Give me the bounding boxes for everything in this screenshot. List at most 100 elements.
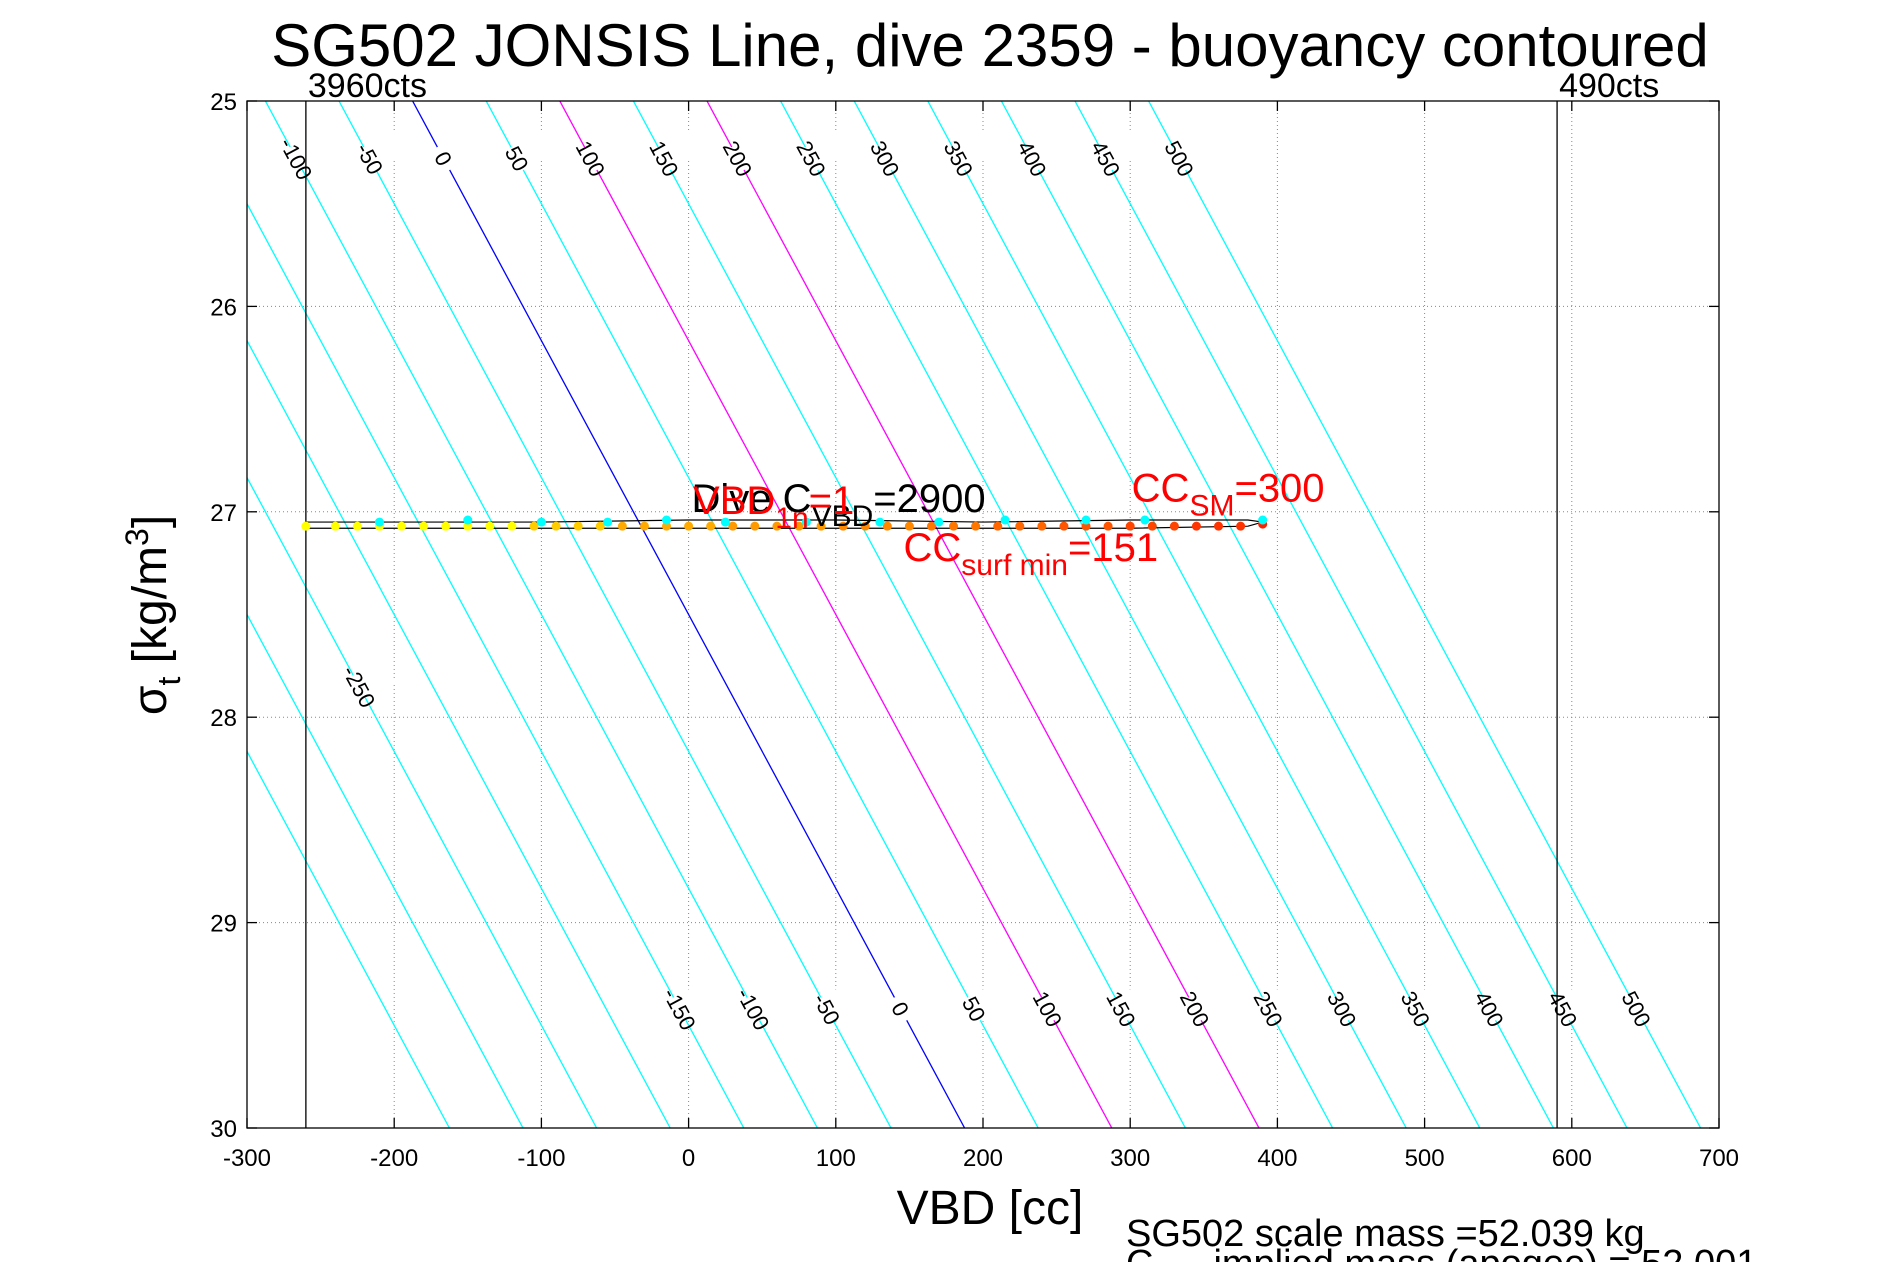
data-point-cyan	[801, 517, 811, 527]
contour-label-bottom-bg	[864, 981, 937, 1037]
annotation-cc-sm-base: CC	[1132, 467, 1190, 511]
x-tick-label: 400	[1257, 1145, 1297, 1172]
y-tick-label: 27	[210, 500, 237, 527]
contour-line	[247, 202, 745, 1128]
y-tick-label: 30	[210, 1116, 237, 1143]
contour-line	[1000, 101, 1554, 1128]
contour-line	[247, 750, 450, 1128]
data-point-cyan	[875, 517, 885, 527]
data-point	[573, 521, 583, 531]
data-point	[330, 521, 340, 531]
series-layer	[301, 515, 1268, 531]
annotation-dive-cvbd-value: =2900	[873, 477, 985, 521]
contour-line	[927, 101, 1481, 1128]
contour-label-bottom-bg	[717, 981, 790, 1037]
axes-layer: -300 -200 -100 0 100 200 300 400 500 600 700 25 26 27…	[210, 89, 1739, 1172]
contour-label-bottom-bg	[1600, 981, 1673, 1037]
y-axis-label-superscript: 3	[119, 528, 155, 546]
contour-line	[632, 101, 1186, 1128]
footer-scale-mass: SG502 scale mass =52.039 kg	[1126, 1213, 1645, 1255]
data-point	[441, 521, 451, 531]
data-point	[463, 521, 473, 531]
data-point	[1015, 521, 1025, 531]
x-tick-label: 200	[963, 1145, 1003, 1172]
data-point	[971, 521, 981, 531]
y-axis-label-subscript: t	[151, 677, 187, 686]
annotation-cc-surf-min-value: =151	[1068, 526, 1158, 570]
data-point	[1214, 521, 1224, 531]
footer-implied-mass-prefix: C	[1126, 1243, 1153, 1262]
annotation-dive-cvbd-base: Dive C	[692, 477, 812, 521]
data-point	[706, 521, 716, 531]
data-point	[639, 521, 649, 531]
contour-label-top-bg	[849, 130, 922, 187]
data-point	[1037, 521, 1047, 531]
contour-label-bottom-bg	[1306, 981, 1379, 1037]
contour-label-top-bg	[1143, 130, 1216, 187]
contour-label-bottom-bg	[1526, 981, 1600, 1037]
annotation-vbd-1n-sub: 1n	[775, 502, 808, 535]
contour-label-bottom-bg	[1085, 981, 1158, 1037]
contour-label-bottom-bg	[1453, 981, 1526, 1037]
data-point-cyan	[463, 515, 473, 525]
data-point-cyan	[1140, 515, 1150, 525]
annotation-dive-cvbd: Dive CVBD=2900	[692, 477, 986, 533]
contour-label-top-bg	[554, 130, 627, 187]
data-point	[662, 521, 672, 531]
data-point-cyan	[603, 517, 613, 527]
contour-label-bottom-bg	[790, 981, 864, 1037]
contour-line	[853, 101, 1407, 1128]
contour-line	[247, 476, 598, 1128]
contour-line	[485, 101, 1039, 1128]
data-point	[352, 521, 362, 531]
x-tick-label: 300	[1110, 1145, 1150, 1172]
data-point	[993, 521, 1003, 531]
data-point-cyan	[720, 517, 730, 527]
data-point	[1103, 521, 1113, 531]
data-point-cyan	[934, 517, 944, 527]
vbd-limit-layer: 3960cts 490cts	[305, 67, 1659, 1128]
y-tick-label: 25	[210, 89, 237, 116]
annotation-cc-sm-sub: SM	[1189, 490, 1234, 523]
data-point-cyan	[1081, 515, 1091, 525]
data-point	[816, 521, 826, 531]
data-point	[1147, 521, 1157, 531]
contour-label-top-bg	[1069, 130, 1143, 187]
data-point	[419, 521, 429, 531]
contour-label-bottom-bg	[1379, 981, 1452, 1037]
data-point	[750, 521, 760, 531]
y-axis-label-symbol: σ	[124, 686, 177, 716]
contour-line	[247, 339, 671, 1128]
annotation-dive-cvbd-sub: VBD	[812, 500, 874, 533]
contour-line	[247, 613, 524, 1128]
contour-label-top-bg	[260, 130, 333, 187]
x-tick-label: -200	[370, 1145, 418, 1172]
data-point	[838, 521, 848, 531]
x-axis-label: VBD [cc]	[897, 1182, 1084, 1235]
data-point	[507, 521, 517, 531]
data-point	[860, 521, 870, 531]
x-tick-label: -100	[517, 1145, 565, 1172]
x-tick-label: 700	[1699, 1145, 1739, 1172]
contour-label-top-bg	[481, 130, 554, 187]
contour-line	[780, 101, 1334, 1128]
x-tick-label: -300	[223, 1145, 271, 1172]
annotation-vbd-1n: VBD1n=1	[693, 479, 854, 535]
annotation-cc-surf-min: CCsurf min=151	[904, 526, 1159, 582]
annotation-vbd-1n-value: =1	[809, 479, 855, 523]
data-point	[1169, 521, 1179, 531]
contour-label-bottom-bg	[1011, 981, 1084, 1037]
data-point	[529, 521, 539, 531]
x-tick-label: 600	[1552, 1145, 1592, 1172]
data-point-cyan	[1000, 515, 1010, 525]
contour-line	[264, 101, 818, 1128]
y-tick-label: 29	[210, 911, 237, 938]
chart-title: SG502 JONSIS Line, dive 2359 - buoyancy …	[271, 12, 1709, 79]
data-point-cyan	[536, 517, 546, 527]
data-point	[301, 521, 311, 531]
contour-label-top-bg	[701, 130, 775, 187]
contour-label-top-bg	[996, 130, 1069, 187]
vbd-limit-label: 3960cts	[308, 67, 427, 105]
data-point	[728, 521, 738, 531]
x-tick-label: 500	[1405, 1145, 1445, 1172]
